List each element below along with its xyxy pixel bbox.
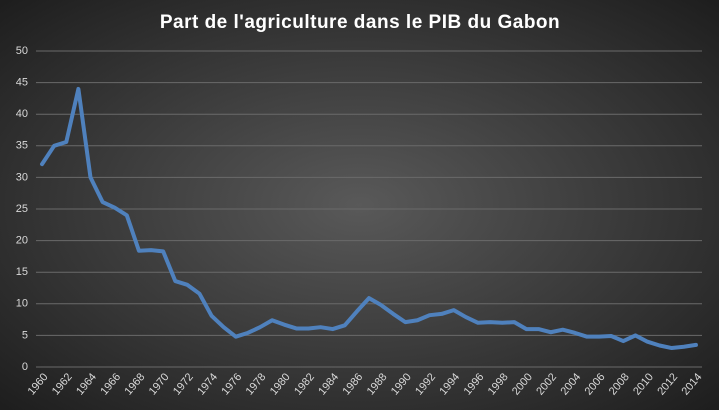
y-tick-label: 50 — [16, 45, 28, 57]
y-tick-label: 5 — [22, 329, 28, 341]
chart-title: Part de l'agriculture dans le PIB du Gab… — [160, 12, 560, 33]
y-tick-label: 30 — [16, 171, 28, 183]
data-line — [40, 86, 698, 351]
y-tick-label: 20 — [16, 235, 28, 247]
y-tick-label: 25 — [16, 203, 28, 215]
y-tick-label: 45 — [16, 77, 28, 89]
y-tick-label: 10 — [16, 298, 28, 310]
y-tick-label: 15 — [16, 266, 28, 278]
y-tick-label: 35 — [16, 140, 28, 152]
y-tick-label: 40 — [16, 108, 28, 120]
y-tick-label: 0 — [22, 361, 28, 373]
